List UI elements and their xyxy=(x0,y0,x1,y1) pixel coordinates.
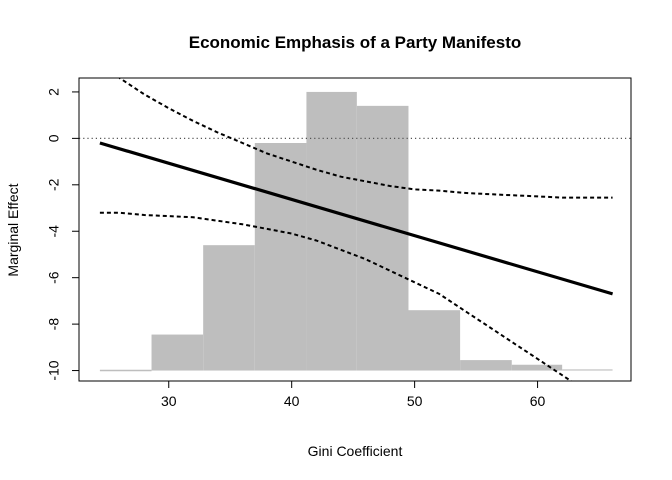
plot-frame xyxy=(78,77,632,382)
histogram-bar xyxy=(408,310,461,371)
histogram-bar xyxy=(460,360,512,371)
x-tick-label: 30 xyxy=(161,393,177,409)
marginal-effect-line xyxy=(99,141,614,296)
axes: 30 40 50 60 2 0 -2 -4 -6 -8 -10 xyxy=(46,88,546,409)
y-tick-label: -10 xyxy=(46,360,62,380)
lower-confidence-line xyxy=(99,211,573,381)
histogram-bar xyxy=(254,143,307,371)
chart-title: Economic Emphasis of a Party Manifesto xyxy=(189,33,522,52)
y-tick-label: 0 xyxy=(46,134,62,142)
x-tick-label: 40 xyxy=(284,393,300,409)
histogram-bar xyxy=(151,334,204,371)
histogram-bar xyxy=(562,369,613,371)
y-tick-label: -2 xyxy=(46,178,62,191)
y-axis-label: Marginal Effect xyxy=(5,183,21,276)
x-axis-label: Gini Coefficient xyxy=(308,443,403,459)
y-tick-label: -8 xyxy=(46,318,62,331)
histogram-bar xyxy=(356,105,409,371)
x-tick-label: 50 xyxy=(407,393,423,409)
histogram-bar xyxy=(306,91,357,371)
histogram-bar xyxy=(511,364,563,371)
effect-lines xyxy=(99,78,614,381)
y-tick-label: -6 xyxy=(46,271,62,284)
x-tick-label: 60 xyxy=(530,393,546,409)
y-tick-label: -4 xyxy=(46,225,62,238)
histogram xyxy=(99,91,613,372)
y-tick-label: 2 xyxy=(46,88,62,96)
histogram-bar xyxy=(203,245,255,371)
